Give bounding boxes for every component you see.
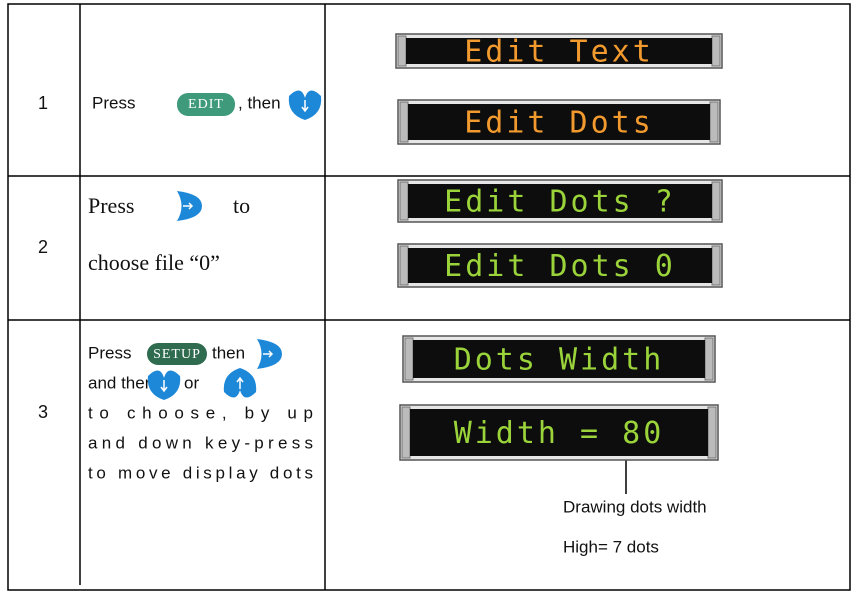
displays: Edit Text Edit Dots Edit Dots ? Edit Dots 0… [395,33,723,461]
right-key [177,191,202,221]
edit-button [177,93,235,116]
display-cap [711,245,721,286]
display-screen [410,409,708,456]
instruction: , then [238,93,281,112]
annotation: Drawing dots width [563,497,707,516]
instruction: to [233,193,250,218]
display-cap [404,337,414,381]
annotation: High= 7 dots [563,537,659,556]
instruction: to move display dots [88,463,313,482]
display-cap [399,245,409,286]
right-key [257,339,282,369]
display-cap [707,406,717,459]
button-label: EDIT [188,97,224,112]
display-text: Edit Text [464,35,654,70]
display-cap [704,337,714,381]
instruction: Press [88,343,131,362]
instruction: Press [88,193,134,218]
display-cap [401,406,411,459]
display-cap [397,35,407,67]
display-text: Dots Width [454,343,665,378]
instruction: choose file “0” [88,250,220,275]
button-label: SETUP [153,347,201,362]
display-text: Edit Dots 0 [444,249,676,284]
display-text: Edit Dots ? [444,185,676,220]
step-number: 3 [38,402,48,422]
display-screen [408,184,712,218]
setup-button [147,343,207,365]
instruction: then [212,343,245,362]
down-key [147,370,181,400]
display-screen [408,104,710,140]
display-cap [711,181,721,221]
table-border [7,3,851,591]
display-cap [399,101,409,143]
instruction: Press [92,93,135,112]
instruction: to choose, by up [88,403,313,422]
display-cap [711,35,721,67]
display-cap [399,181,409,221]
step-number: 2 [38,237,48,257]
up-key [223,368,257,398]
display-text: Edit Dots [464,106,654,141]
display-screen [408,248,712,283]
display-screen [406,38,712,64]
display-screen [413,340,705,378]
instruction: and then [88,373,154,392]
step-number: 1 [38,93,48,113]
instruction: and down key-press [88,433,313,452]
down-key [288,90,322,120]
display-cap [709,101,719,143]
display-text: Width = 80 [454,416,665,451]
instruction: or [184,373,199,392]
